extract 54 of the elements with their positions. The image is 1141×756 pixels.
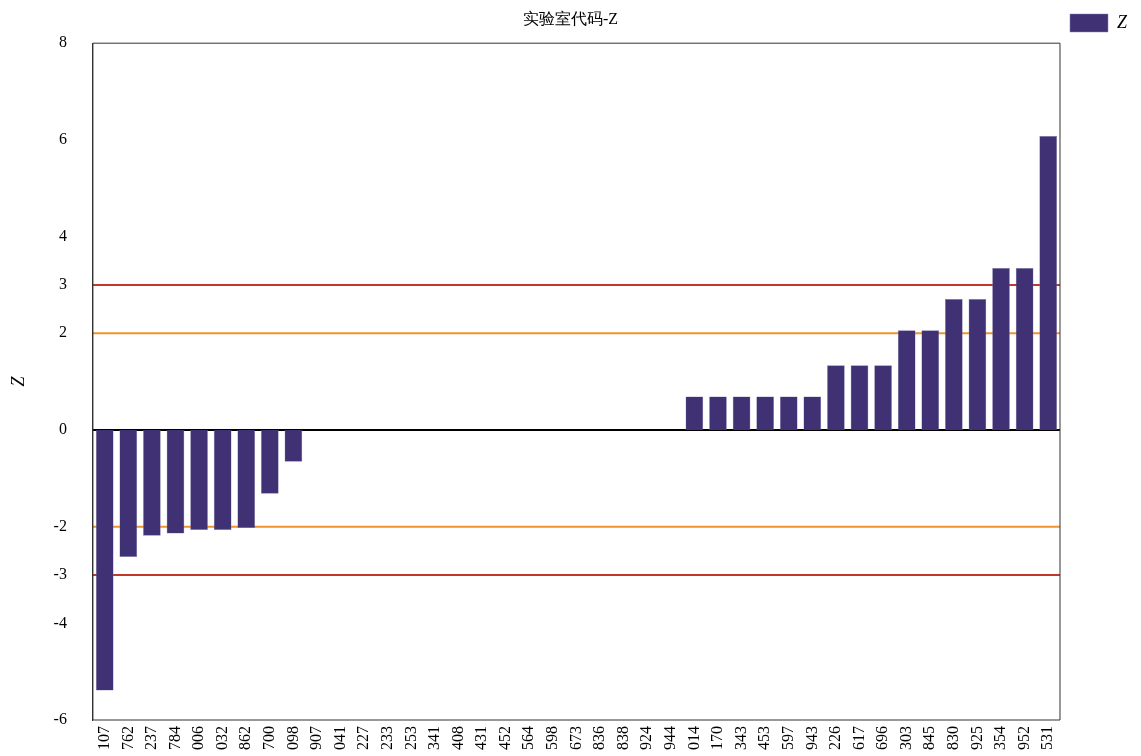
x-tick-label: 830 bbox=[944, 726, 962, 750]
x-tick-label: 107 bbox=[94, 726, 112, 750]
y-tick-label: 0 bbox=[58, 420, 67, 438]
x-tick-label: 408 bbox=[448, 726, 466, 750]
x-tick-label: 170 bbox=[708, 726, 726, 750]
legend-label: Z bbox=[1116, 11, 1128, 32]
x-tick-label: 453 bbox=[755, 726, 773, 750]
x-tick-label: 700 bbox=[260, 726, 278, 750]
x-tick-label: 041 bbox=[330, 726, 348, 750]
x-tick-label: 343 bbox=[731, 726, 749, 750]
x-tick-label: 452 bbox=[495, 726, 513, 750]
x-tick-label: 943 bbox=[802, 726, 820, 750]
x-tick-label: 233 bbox=[377, 726, 395, 750]
y-tick-label: -6 bbox=[53, 710, 67, 728]
y-tick-label: -2 bbox=[53, 516, 67, 534]
x-tick-label: 944 bbox=[661, 726, 679, 750]
x-tick-label: 431 bbox=[472, 726, 490, 750]
x-tick-label: 862 bbox=[236, 726, 254, 750]
x-tick-label: 564 bbox=[519, 726, 537, 750]
x-tick-label: 032 bbox=[212, 726, 230, 750]
x-tick-label: 014 bbox=[684, 726, 702, 750]
chart-title: 实验室代码-Z bbox=[522, 9, 619, 27]
x-tick-label: 598 bbox=[543, 726, 561, 750]
x-tick-label: 253 bbox=[401, 726, 419, 750]
x-tick-label: 226 bbox=[826, 726, 844, 750]
x-tick-label: 597 bbox=[778, 726, 796, 750]
x-tick-label: 341 bbox=[425, 726, 443, 750]
x-tick-label: 925 bbox=[967, 726, 985, 750]
x-tick-label: 836 bbox=[590, 726, 608, 750]
x-tick-label: 784 bbox=[165, 726, 183, 750]
y-tick-label: 6 bbox=[58, 130, 67, 148]
y-tick-label: 4 bbox=[58, 226, 67, 244]
x-tick-label: 696 bbox=[873, 726, 891, 750]
x-tick-label: 303 bbox=[896, 726, 914, 750]
y-tick-label: -4 bbox=[53, 613, 67, 631]
y-tick-label: 3 bbox=[58, 275, 67, 293]
x-tick-label: 354 bbox=[991, 726, 1009, 750]
x-tick-label: 762 bbox=[118, 726, 136, 750]
x-tick-label: 838 bbox=[613, 726, 631, 750]
x-tick-label: 098 bbox=[283, 726, 301, 750]
y-axis-title: Z bbox=[7, 375, 28, 387]
x-tick-label: 617 bbox=[849, 726, 867, 750]
x-tick-label: 924 bbox=[637, 726, 655, 750]
y-tick-label: 2 bbox=[58, 323, 67, 341]
y-tick-label: 8 bbox=[58, 33, 67, 51]
x-tick-label: 952 bbox=[1014, 726, 1032, 750]
x-tick-label: 907 bbox=[307, 726, 325, 750]
x-tick-label: 237 bbox=[142, 726, 160, 750]
y-tick-label: -3 bbox=[53, 565, 67, 583]
x-tick-label: 673 bbox=[566, 726, 584, 750]
x-tick-label: 531 bbox=[1038, 726, 1056, 750]
x-tick-label: 845 bbox=[920, 726, 938, 750]
x-tick-label: 227 bbox=[354, 726, 372, 750]
x-tick-label: 006 bbox=[189, 726, 207, 750]
